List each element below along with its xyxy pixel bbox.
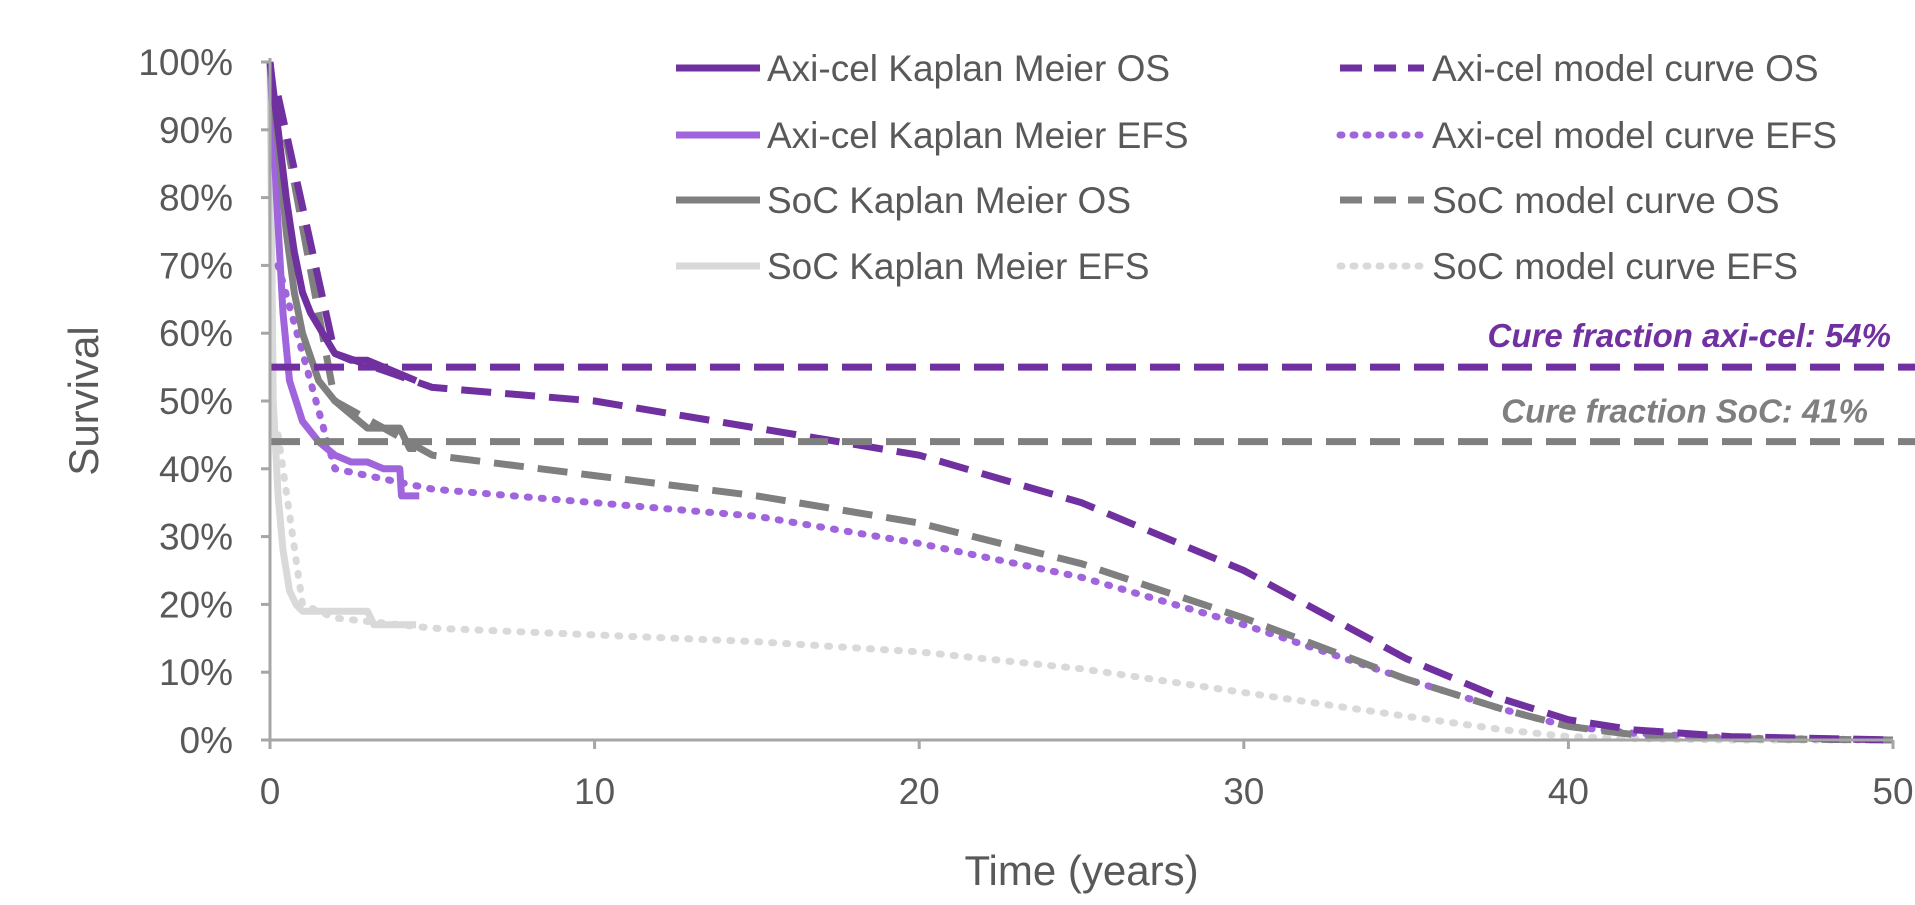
cure-fraction-annotations: Cure fraction axi-cel: 54% Cure fraction …	[1488, 317, 1891, 430]
series-line-axi-km-efs	[266, 61, 420, 500]
series-line-soc-model-os	[274, 95, 1894, 744]
x-axis-title: Time (years)	[964, 847, 1198, 894]
y-tick-label: 10%	[159, 652, 233, 693]
legend-label-axi-km-os: Axi-cel Kaplan Meier OS	[767, 48, 1170, 89]
annotation-cure-axi: Cure fraction axi-cel: 54%	[1488, 317, 1891, 354]
legend-label-soc-km-efs: SoC Kaplan Meier EFS	[767, 246, 1150, 287]
annotation-cure-soc: Cure fraction SoC: 41%	[1501, 393, 1868, 430]
legend-label-axi-km-efs: Axi-cel Kaplan Meier EFS	[767, 115, 1189, 156]
y-tick-label: 100%	[138, 42, 233, 83]
y-tick-label: 60%	[159, 313, 233, 354]
series-line-axi-km-os	[266, 61, 418, 384]
y-tick-label: 40%	[159, 449, 233, 490]
series-line-soc-model-efs	[274, 431, 1897, 744]
legend-label-axi-model-efs: Axi-cel model curve EFS	[1432, 115, 1837, 156]
x-tick-label: 50	[1872, 771, 1913, 812]
x-tick-label: 40	[1548, 771, 1589, 812]
series-line-soc-km-os	[266, 61, 417, 452]
y-tick-label: 50%	[159, 381, 233, 422]
x-tick-label: 30	[1223, 771, 1264, 812]
y-tick-label: 30%	[159, 517, 233, 558]
y-tick-label: 20%	[159, 584, 233, 625]
y-tick-label: 0%	[180, 720, 233, 761]
series-lines	[266, 61, 1897, 744]
legend-label-axi-model-os: Axi-cel model curve OS	[1432, 48, 1819, 89]
x-tick-label: 10	[574, 771, 615, 812]
legend: Axi-cel Kaplan Meier OS Axi-cel Kaplan Me…	[676, 48, 1837, 287]
legend-label-soc-model-efs: SoC model curve EFS	[1432, 246, 1798, 287]
legend-label-soc-model-os: SoC model curve OS	[1432, 180, 1780, 221]
series-line-axi-model-os	[274, 95, 1894, 744]
y-tick-labels: 0% 10% 20% 30% 40% 50% 60% 70% 80% 90% 100%	[138, 42, 270, 761]
y-tick-label: 80%	[159, 178, 233, 219]
y-tick-label: 90%	[159, 110, 233, 151]
reference-lines	[270, 363, 1915, 446]
x-tick-labels: 0 10 20 30 40 50	[260, 740, 1914, 812]
y-axis-title: Survival	[60, 326, 107, 475]
x-tick-label: 20	[899, 771, 940, 812]
series-line-soc-km-efs	[266, 61, 417, 629]
y-tick-label: 70%	[159, 245, 233, 286]
axes	[268, 58, 1893, 742]
legend-label-soc-km-os: SoC Kaplan Meier OS	[767, 180, 1131, 221]
x-tick-label: 0	[260, 771, 281, 812]
